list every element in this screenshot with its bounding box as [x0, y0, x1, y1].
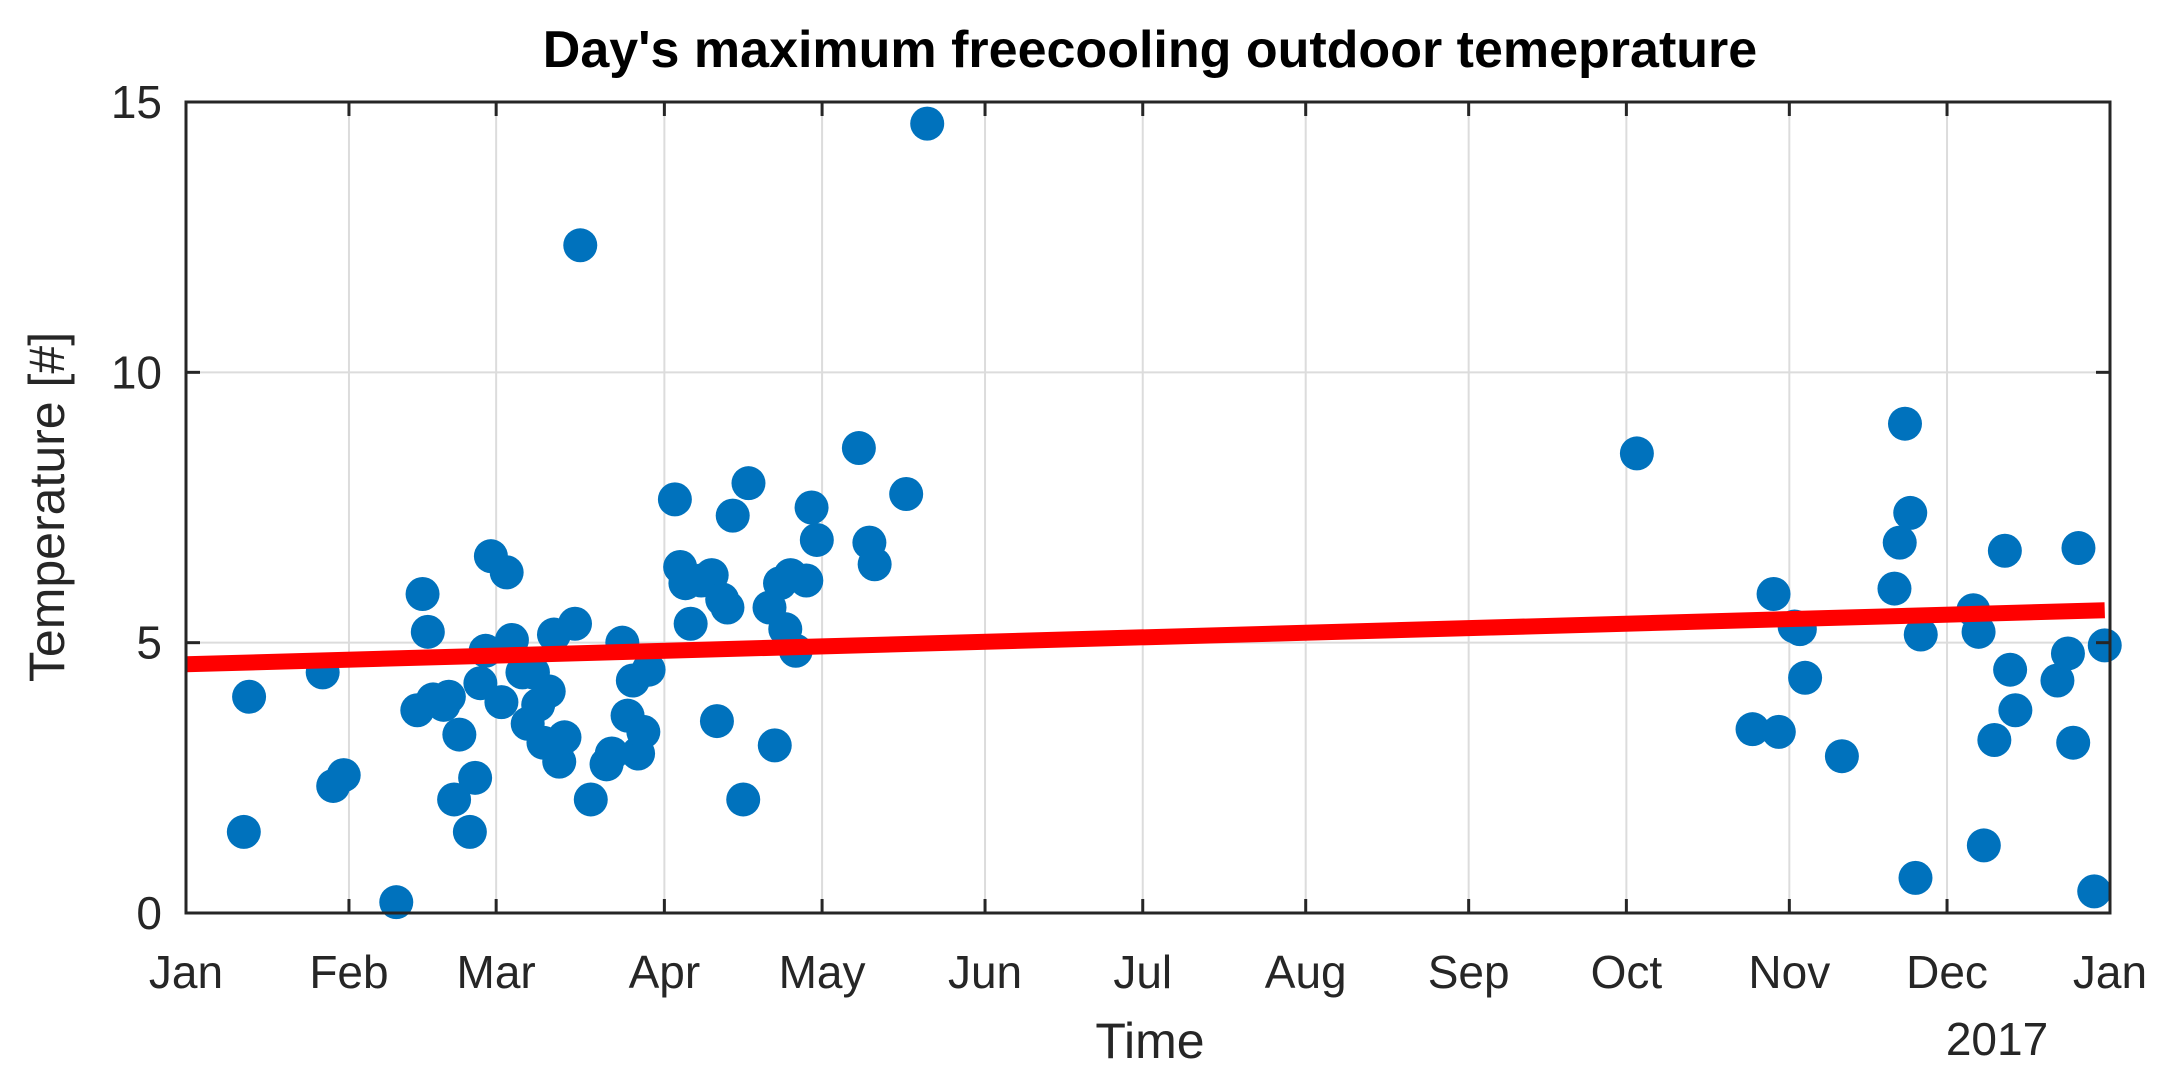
data-point [563, 228, 598, 263]
data-point [1977, 722, 2012, 757]
y-tick-label: 15 [111, 76, 162, 128]
data-point [626, 714, 661, 749]
data-point [857, 547, 892, 582]
data-point [1893, 495, 1928, 530]
data-point [1788, 660, 1823, 695]
data-point [731, 466, 766, 501]
data-point [558, 606, 593, 641]
data-point [789, 563, 824, 598]
data-point [1966, 828, 2001, 863]
data-point [1882, 525, 1917, 560]
x-tick-label: Jun [948, 946, 1022, 998]
data-point [1824, 739, 1859, 774]
data-point [794, 490, 829, 525]
data-point [2087, 628, 2122, 663]
data-point [531, 674, 566, 709]
data-point [726, 782, 761, 817]
y-tick-label: 0 [136, 887, 162, 939]
data-point [437, 782, 472, 817]
data-point [2040, 663, 2075, 698]
data-point [1998, 693, 2033, 728]
data-point [431, 679, 466, 714]
x-tick-label: Feb [309, 946, 388, 998]
data-point [699, 704, 734, 739]
x-tick-label: Jan [149, 946, 223, 998]
x-tick-labels: Jan Feb Mar Apr May Jun Jul Aug Sep Oct Nov Dec Jan [149, 946, 2147, 998]
trend-line-group [185, 602, 2105, 673]
data-point [484, 685, 519, 720]
data-point [889, 476, 924, 511]
y-tick-labels: 0 5 10 15 [111, 76, 162, 939]
axis-ticks [184, 100, 2112, 915]
data-point [547, 720, 582, 755]
data-point [657, 482, 692, 517]
data-point [2050, 636, 2085, 671]
y-axis-label: Temperature [#] [19, 332, 75, 682]
data-point [1756, 577, 1791, 612]
y-tick-label: 10 [111, 346, 162, 398]
data-point [232, 679, 267, 714]
x-tick-label: Jul [1113, 946, 1172, 998]
plot-area-frame [184, 100, 2112, 915]
data-point [410, 614, 445, 649]
x-tick-label: Apr [629, 946, 701, 998]
data-point [710, 590, 745, 625]
trend-line [185, 602, 2105, 673]
data-point [326, 758, 361, 793]
data-point [2077, 874, 2112, 909]
data-point [226, 814, 261, 849]
data-point [452, 814, 487, 849]
data-point [1993, 652, 2028, 687]
chart-title: Day's maximum freecooling outdoor temepr… [543, 21, 1757, 79]
x-tick-label: Aug [1265, 946, 1347, 998]
data-point [2056, 725, 2091, 760]
data-point [2061, 531, 2096, 566]
x-axis-label: Time [1095, 1013, 1204, 1069]
data-point [673, 606, 708, 641]
data-point [1987, 533, 2022, 568]
x-tick-label: Sep [1428, 946, 1510, 998]
x-tick-label: Mar [457, 946, 536, 998]
x-tick-label: Nov [1748, 946, 1830, 998]
data-point [841, 431, 876, 466]
data-point [631, 652, 666, 687]
x-tick-label: May [779, 946, 866, 998]
data-point [1903, 617, 1938, 652]
data-point [405, 577, 440, 612]
data-point [594, 736, 629, 771]
data-point [1961, 614, 1996, 649]
y-tick-label: 5 [136, 617, 162, 669]
data-point [910, 106, 945, 141]
x-tick-label: Oct [1591, 946, 1663, 998]
data-point [573, 782, 608, 817]
data-point [715, 498, 750, 533]
data-point [1877, 571, 1912, 606]
data-point [1887, 406, 1922, 441]
data-point [379, 885, 414, 920]
data-point [1619, 436, 1654, 471]
x-tick-label: Jan [2073, 946, 2147, 998]
data-point [458, 760, 493, 795]
scatter-points [226, 106, 2122, 920]
data-point [442, 717, 477, 752]
data-point [757, 728, 792, 763]
x-tick-label: Dec [1906, 946, 1988, 998]
x-axis-year-label: 2017 [1946, 1013, 2048, 1065]
data-point [489, 555, 524, 590]
data-point [799, 522, 834, 557]
data-point [1898, 860, 1933, 895]
data-point [1735, 712, 1770, 747]
data-point [1761, 714, 1796, 749]
